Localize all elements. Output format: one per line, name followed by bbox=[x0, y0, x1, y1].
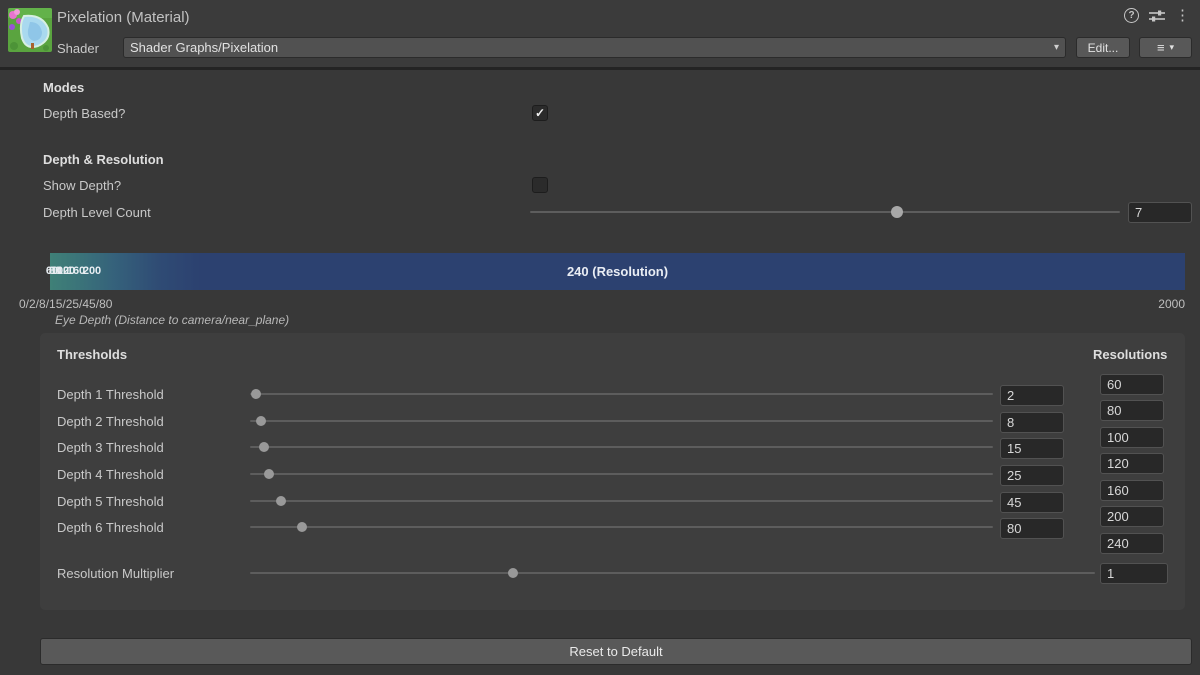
bar-min-label: 0/2/8/15/25/45/80 bbox=[19, 297, 113, 311]
slider-track bbox=[250, 446, 993, 448]
depth-5-threshold-slider[interactable] bbox=[250, 492, 993, 510]
help-icon[interactable]: ? bbox=[1124, 8, 1139, 23]
resolution-field[interactable]: 80 bbox=[1100, 400, 1164, 421]
threshold-row-label: Depth 1 Threshold bbox=[57, 387, 164, 402]
slider-knob[interactable] bbox=[259, 442, 270, 452]
resolution-field[interactable]: 100 bbox=[1100, 427, 1164, 448]
depth-4-threshold-field[interactable]: 25 bbox=[1000, 465, 1064, 486]
material-thumbnail-art bbox=[8, 8, 52, 52]
section-thresholds: Thresholds bbox=[57, 347, 128, 362]
bar-main-resolution-label: 240 (Resolution) bbox=[566, 264, 669, 279]
depth-level-count-slider[interactable] bbox=[530, 203, 1120, 221]
depth-2-threshold-field[interactable]: 8 bbox=[1000, 412, 1064, 433]
threshold-row-label: Depth 2 Threshold bbox=[57, 414, 164, 429]
bar-resolution-label: 60 bbox=[45, 265, 59, 277]
slider-knob[interactable] bbox=[507, 568, 518, 578]
bar-resolution-label: 200 bbox=[82, 265, 102, 277]
section-depth-resolution: Depth & Resolution bbox=[43, 152, 164, 167]
bar-max-label: 2000 bbox=[1158, 297, 1185, 311]
resolution-multiplier-label: Resolution Multiplier bbox=[57, 566, 175, 581]
slider-knob[interactable] bbox=[890, 206, 903, 218]
depth-1-threshold-field[interactable]: 2 bbox=[1000, 385, 1064, 406]
slider-track bbox=[250, 393, 993, 395]
inspector-header: Pixelation (Material) ? ⋮ Shader Shader … bbox=[0, 0, 1200, 70]
threshold-row-label: Depth 5 Threshold bbox=[57, 494, 164, 509]
resolution-field[interactable]: 240 bbox=[1100, 533, 1164, 554]
shader-dropdown[interactable]: Shader Graphs/Pixelation ▾ bbox=[123, 37, 1066, 58]
resolution-field[interactable]: 60 bbox=[1100, 374, 1164, 395]
slider-track bbox=[250, 526, 993, 528]
depth-level-count-label: Depth Level Count bbox=[43, 205, 151, 220]
threshold-row-label: Depth 4 Threshold bbox=[57, 467, 164, 482]
reset-to-default-button[interactable]: Reset to Default bbox=[40, 638, 1192, 665]
resolution-field[interactable]: 160 bbox=[1100, 480, 1164, 501]
depth-resolution-bar: 60 80 100 120 160 200 240 (Resolution) bbox=[46, 253, 1185, 290]
depth-based-label: Depth Based? bbox=[43, 106, 126, 121]
threshold-row-label: Depth 3 Threshold bbox=[57, 440, 164, 455]
shader-dropdown-value: Shader Graphs/Pixelation bbox=[130, 40, 279, 55]
edit-shader-button[interactable]: Edit... bbox=[1076, 37, 1130, 58]
presets-list-button[interactable]: ≡ ▾ bbox=[1139, 37, 1192, 58]
depth-3-threshold-field[interactable]: 15 bbox=[1000, 438, 1064, 459]
show-depth-checkbox[interactable] bbox=[532, 177, 548, 193]
slider-track bbox=[530, 211, 1120, 213]
slider-knob[interactable] bbox=[264, 469, 275, 479]
slider-knob[interactable] bbox=[256, 416, 267, 426]
material-preview-thumbnail[interactable] bbox=[8, 8, 52, 52]
depth-based-checkbox[interactable]: ✓ bbox=[532, 105, 548, 121]
bar-resolution-label: 160 bbox=[66, 265, 86, 277]
kebab-menu-icon[interactable]: ⋮ bbox=[1175, 7, 1190, 24]
depth-6-threshold-field[interactable]: 80 bbox=[1000, 518, 1064, 539]
resolution-multiplier-field[interactable]: 1 bbox=[1100, 563, 1168, 584]
slider-knob[interactable] bbox=[297, 522, 307, 532]
threshold-row-label: Depth 6 Threshold bbox=[57, 520, 164, 535]
material-title: Pixelation (Material) bbox=[57, 9, 190, 26]
slider-track bbox=[250, 420, 993, 422]
depth-6-threshold-slider[interactable] bbox=[250, 518, 993, 536]
show-depth-label: Show Depth? bbox=[43, 178, 122, 193]
header-icon-group: ? ⋮ bbox=[1124, 8, 1190, 23]
slider-knob[interactable] bbox=[250, 389, 261, 399]
chevron-down-icon: ▾ bbox=[1053, 42, 1059, 53]
bar-resolution-label: 100 bbox=[50, 265, 70, 277]
resolution-field[interactable]: 200 bbox=[1100, 506, 1164, 527]
slider-knob[interactable] bbox=[276, 496, 287, 506]
bar-resolution-label: 120 bbox=[56, 265, 76, 277]
depth-3-threshold-slider[interactable] bbox=[250, 438, 993, 456]
bar-axis-caption: Eye Depth (Distance to camera/near_plane… bbox=[55, 313, 290, 327]
depth-4-threshold-slider[interactable] bbox=[250, 465, 993, 483]
slider-track bbox=[250, 572, 1095, 574]
slider-track bbox=[250, 500, 993, 502]
list-icon: ≡ bbox=[1156, 40, 1165, 55]
resolution-multiplier-slider[interactable] bbox=[250, 564, 1095, 582]
depth-1-threshold-slider[interactable] bbox=[250, 385, 993, 403]
section-modes: Modes bbox=[43, 80, 85, 95]
depth-5-threshold-field[interactable]: 45 bbox=[1000, 492, 1064, 513]
depth-level-count-field[interactable]: 7 bbox=[1128, 202, 1192, 223]
depth-2-threshold-slider[interactable] bbox=[250, 412, 993, 430]
thresholds-panel: Thresholds Resolutions Depth 1 Threshold… bbox=[40, 333, 1185, 610]
section-resolutions: Resolutions bbox=[1093, 347, 1168, 362]
resolution-field[interactable]: 120 bbox=[1100, 453, 1164, 474]
presets-icon[interactable] bbox=[1149, 9, 1165, 23]
slider-track bbox=[250, 473, 993, 475]
bar-resolution-label: 80 bbox=[48, 265, 62, 277]
chevron-down-icon: ▾ bbox=[1169, 42, 1175, 52]
shader-label: Shader bbox=[57, 41, 99, 56]
